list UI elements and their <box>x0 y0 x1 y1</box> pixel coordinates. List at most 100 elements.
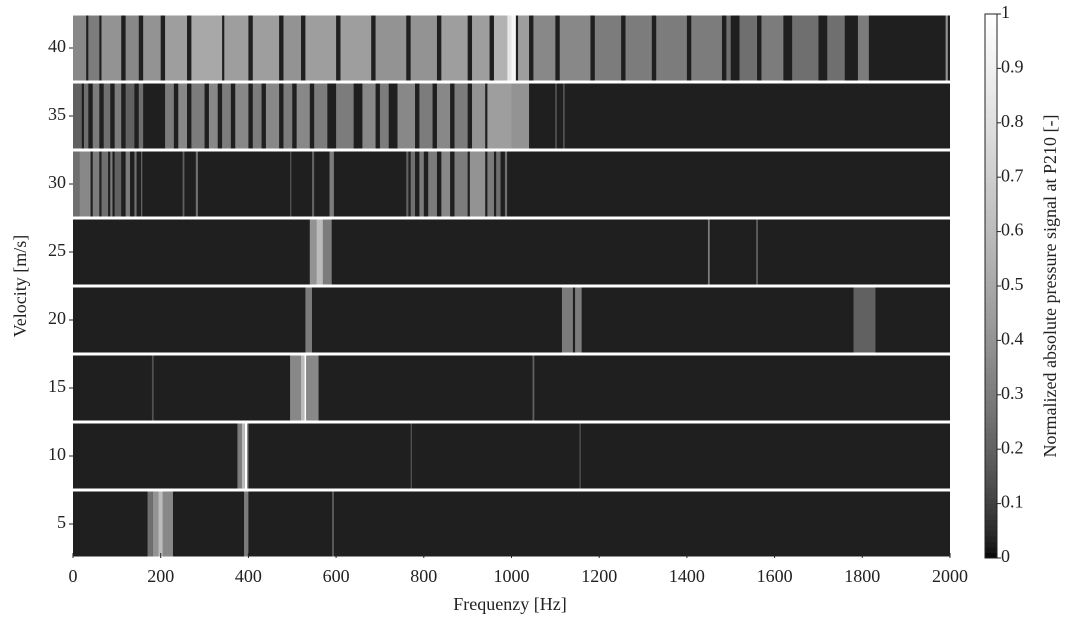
cell <box>153 492 159 557</box>
cell <box>73 84 82 149</box>
colorbar-segment <box>985 389 997 395</box>
cell <box>115 84 122 149</box>
colorbar-segment <box>985 194 997 200</box>
cell <box>411 424 412 489</box>
x-tick-label: 2000 <box>932 566 968 586</box>
colorbar-segment <box>985 525 997 531</box>
colorbar-segment <box>985 324 997 330</box>
cell <box>761 16 783 81</box>
y-tick-label: 25 <box>48 240 66 260</box>
colorbar-segment <box>985 346 997 352</box>
colorbar-segment <box>985 106 997 112</box>
colorbar-segment <box>985 248 997 254</box>
colorbar-segment <box>985 471 997 477</box>
colorbar-segment <box>985 117 997 123</box>
cell <box>487 152 494 217</box>
x-tick-label: 400 <box>235 566 262 586</box>
cell <box>336 84 354 149</box>
cell <box>472 16 490 81</box>
y-tick-label: 5 <box>57 512 66 532</box>
y-tick-label: 30 <box>48 172 66 192</box>
colorbar-segment <box>985 123 997 129</box>
cell <box>854 288 876 353</box>
y-tick-label: 35 <box>48 104 66 124</box>
x-tick-label: 1600 <box>757 566 793 586</box>
cell <box>80 152 91 217</box>
colorbar-segment <box>985 177 997 183</box>
colorbar-segment <box>985 466 997 472</box>
colorbar-segment <box>985 514 997 520</box>
colorbar-segment <box>985 210 997 216</box>
cell <box>196 152 198 217</box>
row-background <box>73 152 950 217</box>
colorbar-segment <box>985 357 997 363</box>
colorbar-segment <box>985 25 997 31</box>
cell <box>419 152 423 217</box>
colorbar-segment <box>985 297 997 303</box>
colorbar-segment <box>985 362 997 368</box>
cell <box>266 84 279 149</box>
cell <box>858 16 869 81</box>
y-tick-label: 15 <box>48 376 66 396</box>
cell <box>656 16 687 81</box>
colorbar-segment <box>985 373 997 379</box>
colorbar-tick-label: 0.1 <box>1001 492 1024 512</box>
cell <box>470 152 485 217</box>
colorbar-segment <box>985 79 997 85</box>
colorbar-tick-label: 1 <box>1001 2 1010 22</box>
cell <box>102 16 122 81</box>
colorbar-segment <box>985 281 997 287</box>
cell <box>512 84 530 149</box>
colorbar-segment <box>985 400 997 406</box>
cell <box>191 84 204 149</box>
colorbar-tick-label: 0.8 <box>1001 111 1024 131</box>
cell <box>332 492 334 557</box>
cell <box>708 220 710 285</box>
colorbar-segment <box>985 493 997 499</box>
cell <box>245 424 247 489</box>
cell <box>454 152 467 217</box>
cell <box>792 16 818 81</box>
colorbar-segment <box>985 291 997 297</box>
colorbar-segment <box>985 139 997 145</box>
colorbar-segment <box>985 253 997 259</box>
cell <box>93 84 100 149</box>
cell <box>191 16 222 81</box>
cell <box>73 152 80 217</box>
colorbar-segment <box>985 427 997 433</box>
cell <box>579 424 580 489</box>
cell <box>575 288 582 353</box>
cell <box>563 84 564 149</box>
colorbar-tick-label: 0.2 <box>1001 437 1024 457</box>
cell <box>340 16 371 81</box>
cell <box>533 16 555 81</box>
chart: Frequenzy [Hz] Velocity [m/s] Normalized… <box>0 0 1070 628</box>
y-tick-label: 20 <box>48 308 66 328</box>
colorbar-segment <box>985 444 997 450</box>
cell <box>507 16 511 81</box>
colorbar-segment <box>985 449 997 455</box>
cell <box>946 16 948 81</box>
cell <box>306 356 318 421</box>
colorbar-segment <box>985 30 997 36</box>
x-tick-label: 1800 <box>844 566 880 586</box>
cell <box>533 356 535 421</box>
x-tick-label: 800 <box>410 566 437 586</box>
row-background <box>73 288 950 353</box>
cell <box>84 84 88 149</box>
cell <box>102 152 109 217</box>
colorbar-segment <box>985 313 997 319</box>
cell <box>505 152 507 217</box>
x-tick-label: 1400 <box>669 566 705 586</box>
colorbar-tick-label: 0.5 <box>1001 274 1024 294</box>
colorbar-segment <box>985 487 997 493</box>
cell <box>726 16 730 81</box>
colorbar-segment <box>985 101 997 107</box>
x-tick-label: 600 <box>323 566 350 586</box>
colorbar-segment <box>985 63 997 69</box>
colorbar-segment <box>985 319 997 325</box>
cell <box>126 152 130 217</box>
x-tick-label: 200 <box>147 566 174 586</box>
cell <box>126 84 135 149</box>
cell <box>595 16 621 81</box>
